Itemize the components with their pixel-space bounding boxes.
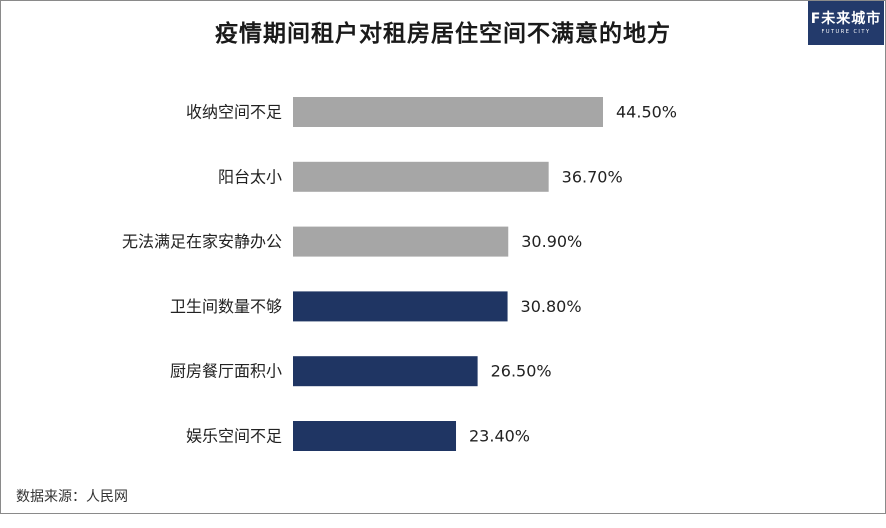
bar	[293, 226, 509, 257]
bar	[293, 356, 478, 387]
category-label: 无法满足在家安静办公	[122, 232, 282, 251]
category-label: 卫生间数量不够	[170, 297, 282, 316]
logo-text: F未来城市	[810, 11, 882, 27]
bar	[293, 421, 457, 451]
value-label: 26.50%	[491, 362, 552, 381]
bar	[293, 291, 508, 322]
bar	[293, 161, 549, 192]
category-label: 收纳空间不足	[186, 103, 282, 122]
value-label: 23.40%	[469, 427, 530, 446]
data-source: 数据来源：人民网	[16, 489, 128, 505]
logo-subtext: FUTURE CITY	[821, 29, 871, 35]
future-city-logo: F未来城市 FUTURE CITY	[808, 1, 884, 45]
category-label: 娱乐空间不足	[186, 427, 282, 446]
category-label: 厨房餐厅面积小	[170, 362, 282, 381]
value-label: 36.70%	[562, 167, 623, 186]
category-label: 阳台太小	[218, 167, 282, 186]
value-label: 44.50%	[616, 103, 677, 122]
chart-title: 疫情期间租户对租房居住空间不满意的地方	[215, 21, 671, 47]
value-label: 30.90%	[521, 232, 582, 251]
value-label: 30.80%	[521, 297, 582, 316]
bar	[293, 97, 603, 127]
